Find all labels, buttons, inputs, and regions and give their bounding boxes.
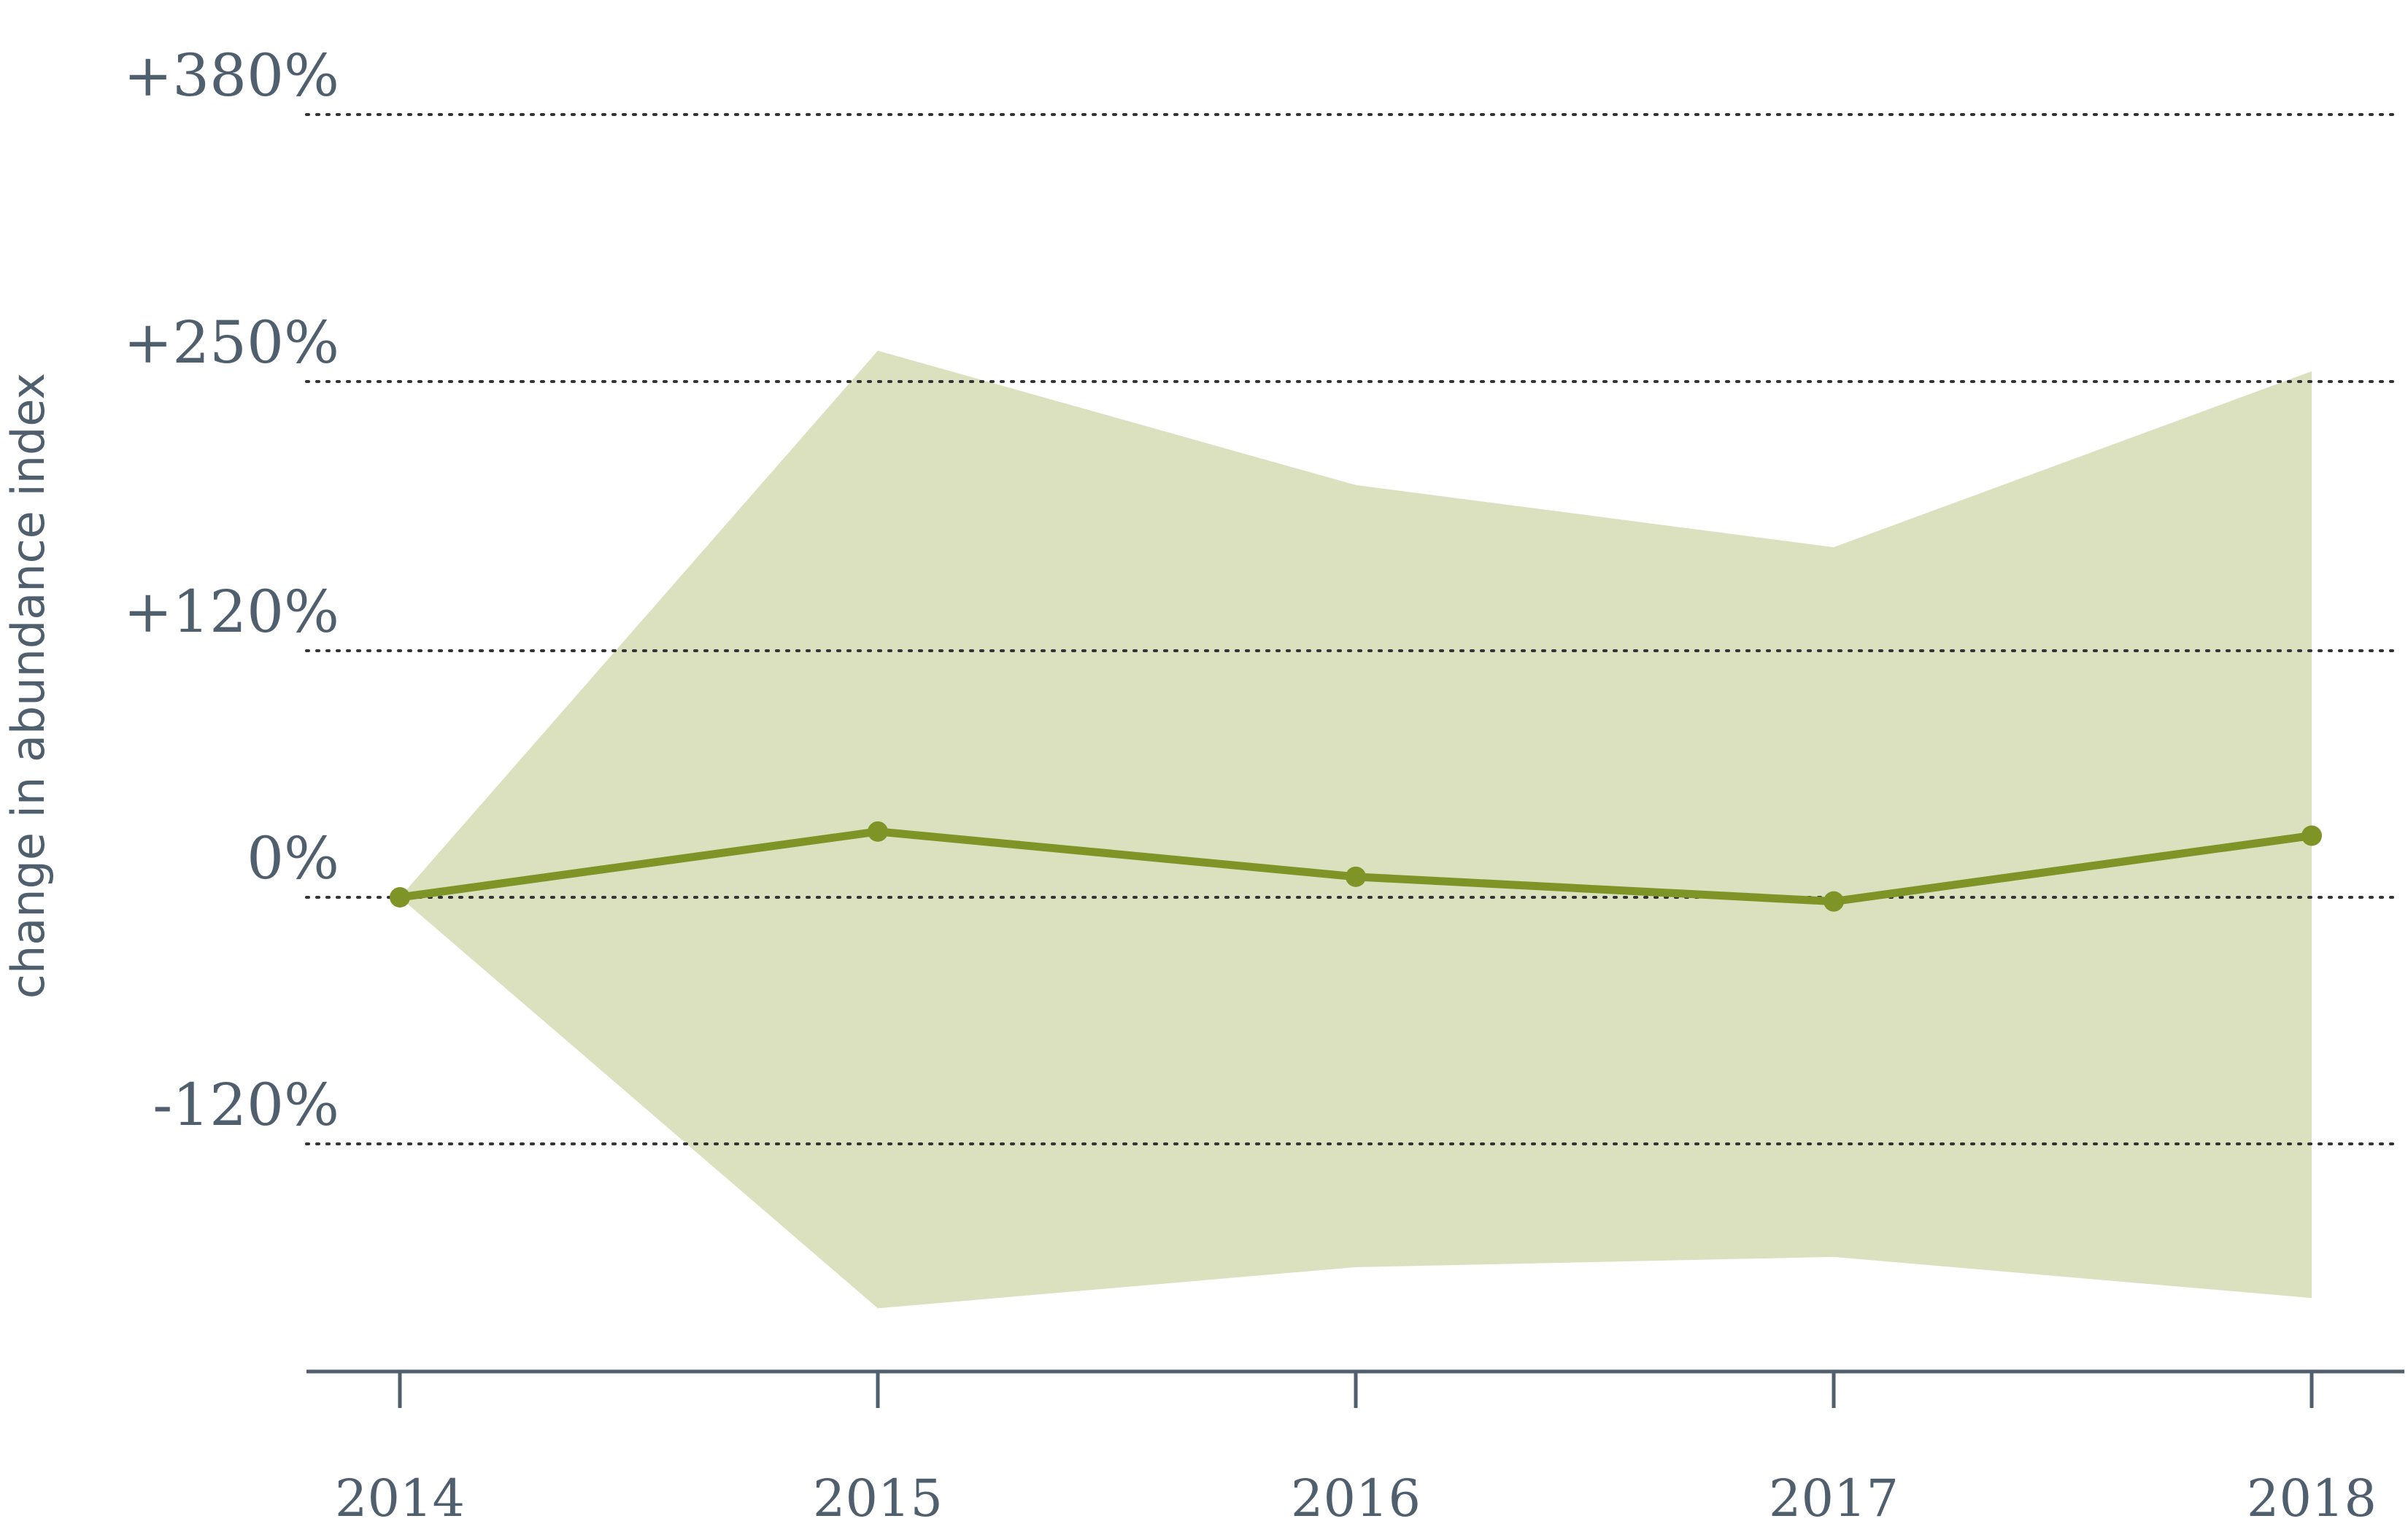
- x-tick-label: 2017: [1769, 1469, 1899, 1528]
- x-tick-label: 2014: [335, 1469, 465, 1528]
- y-tick-labels: -120% 0% +120% +250% +380%: [123, 42, 339, 1139]
- confidence-band-layer: [400, 350, 2312, 1309]
- x-tick-label: 2015: [813, 1469, 943, 1528]
- gridlines: [305, 113, 2402, 1145]
- data-points: [390, 821, 2322, 912]
- data-point: [2301, 825, 2322, 846]
- x-tick-label: 2016: [1291, 1469, 1421, 1528]
- y-tick-label: +380%: [123, 42, 339, 109]
- data-point: [1346, 866, 1366, 887]
- confidence-band: [400, 350, 2312, 1309]
- y-tick-label: 0%: [247, 824, 339, 892]
- y-tick-label: +120%: [123, 578, 339, 646]
- y-tick-label: -120%: [153, 1071, 339, 1139]
- data-point: [1824, 891, 1844, 912]
- data-point: [868, 821, 888, 842]
- x-axis: [306, 1369, 2404, 1408]
- y-axis-label: change in abundance index: [1, 373, 55, 999]
- y-tick-label: +250%: [123, 309, 339, 376]
- x-tick-label: 2018: [2247, 1469, 2377, 1528]
- x-tick-labels: 2014 2015 2016 2017 2018: [335, 1469, 2377, 1528]
- data-point: [390, 887, 410, 908]
